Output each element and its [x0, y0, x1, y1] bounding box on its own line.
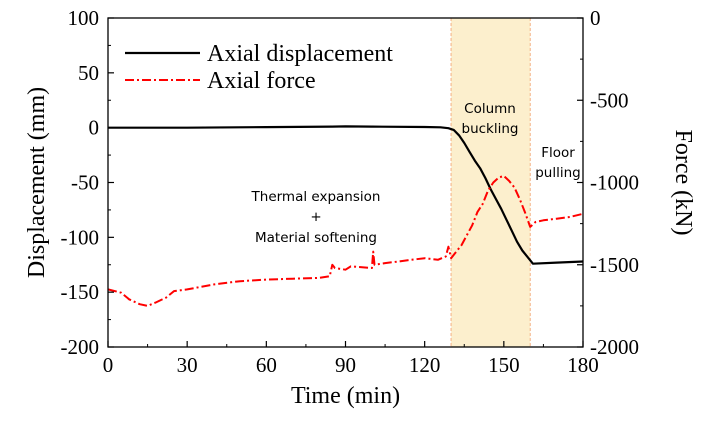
legend-label-displacement: Axial displacement	[207, 41, 393, 67]
label-layer: 0 30 60 90 120 150 180100500-50-100-150-2000-5…	[24, 6, 696, 409]
x-axis-title: Time (min)	[291, 383, 400, 409]
y-left-axis-title: Displacement (mm)	[24, 87, 50, 278]
x-tick-label: 150	[488, 353, 520, 377]
y-right-tick-label: 0	[590, 6, 601, 30]
y-left-tick-label: 50	[78, 61, 99, 85]
annotation-thermal-line2: +	[310, 209, 321, 225]
annotation-column-line2: buckling	[462, 121, 519, 137]
shaded-region-layer	[450, 18, 531, 347]
legend-label-force: Axial force	[207, 68, 316, 94]
x-tick-label: 30	[177, 353, 198, 377]
y-left-tick-label: -100	[61, 225, 100, 249]
series-layer	[107, 125, 584, 307]
y-left-tick-label: 100	[68, 6, 100, 30]
y-right-axis-title: Force (kN)	[670, 130, 696, 236]
shaded-region	[451, 18, 531, 347]
annotation-floor-line1: Floor	[541, 145, 575, 161]
y-right-tick-label: -1500	[590, 253, 639, 277]
x-tick-label: 0	[103, 353, 114, 377]
annotation-thermal-line1: Thermal expansion	[251, 189, 381, 205]
annotation-thermal-line3: Material softening	[255, 230, 377, 246]
axial-force-line	[107, 174, 584, 307]
x-tick-label: 60	[256, 353, 277, 377]
x-tick-label: 180	[567, 353, 599, 377]
axes-layer	[107, 17, 584, 348]
y-left-tick-label: 0	[89, 116, 100, 140]
annotation-floor-line2: pulling	[535, 165, 581, 181]
axial-displacement-line	[108, 125, 584, 265]
y-right-tick-label: -500	[590, 88, 629, 112]
y-right-tick-label: -1000	[590, 171, 639, 195]
annotation-column-line1: Column	[464, 101, 516, 117]
y-right-tick-label: -2000	[590, 335, 639, 359]
x-tick-label: 90	[335, 353, 356, 377]
y-left-tick-label: -150	[61, 280, 100, 304]
y-left-tick-label: -200	[61, 335, 100, 359]
y-left-tick-label: -50	[71, 171, 99, 195]
x-tick-label: 120	[409, 353, 441, 377]
